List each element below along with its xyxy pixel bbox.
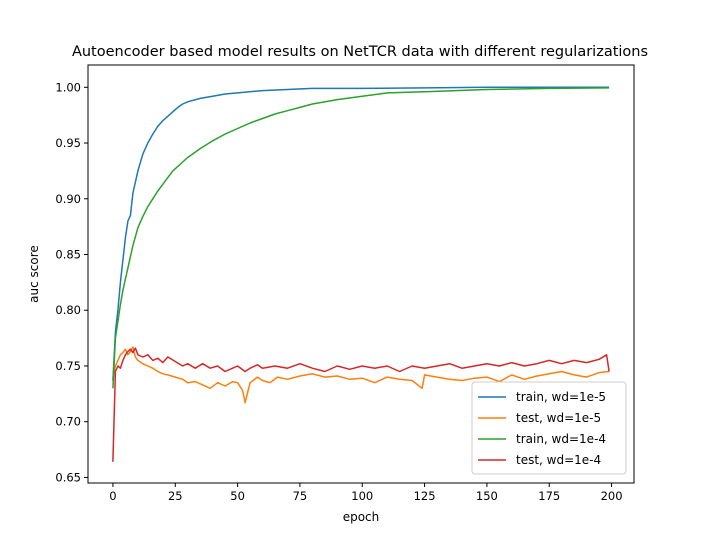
y-tick-label: 0.75 [55, 359, 81, 373]
y-tick-label: 1.00 [55, 80, 81, 94]
legend-label-3: test, wd=1e-4 [516, 453, 601, 467]
series-line-3 [112, 347, 610, 462]
y-axis: 0.65 0.70 0.75 0.80 0.85 0.90 0.95 1.00 [55, 80, 88, 484]
series-line-1 [112, 346, 610, 404]
series-line-0 [112, 86, 610, 381]
x-tick-label: 75 [293, 489, 308, 503]
plot-area [112, 86, 610, 462]
x-tick-label: 150 [476, 489, 498, 503]
y-tick-label: 0.85 [55, 247, 81, 261]
legend-label-0: train, wd=1e-5 [516, 390, 606, 404]
y-tick-label: 0.90 [55, 192, 81, 206]
series-line-2 [112, 87, 610, 389]
x-tick-label: 125 [414, 489, 436, 503]
legend-label-1: test, wd=1e-5 [516, 411, 601, 425]
y-axis-label: auc score [27, 245, 41, 303]
legend-label-2: train, wd=1e-4 [516, 432, 606, 446]
x-tick-label: 50 [230, 489, 245, 503]
y-tick-label: 0.70 [55, 415, 81, 429]
y-tick-label: 0.65 [55, 470, 81, 484]
chart-title: Autoencoder based model results on NetTC… [72, 44, 648, 60]
x-axis: 0 25 50 75 100 125 150 175 200 [109, 483, 623, 503]
x-tick-label: 0 [109, 489, 116, 503]
legend-frame [471, 381, 627, 475]
x-tick-label: 200 [601, 489, 623, 503]
x-tick-label: 100 [351, 489, 373, 503]
legend: train, wd=1e-5 test, wd=1e-5 train, wd=1e-… [471, 381, 627, 475]
y-tick-label: 0.95 [55, 136, 81, 150]
x-tick-label: 175 [538, 489, 560, 503]
y-tick-label: 0.80 [55, 303, 81, 317]
x-axis-label: epoch [343, 510, 380, 524]
axes-frame [87, 64, 635, 484]
x-tick-label: 25 [168, 489, 183, 503]
